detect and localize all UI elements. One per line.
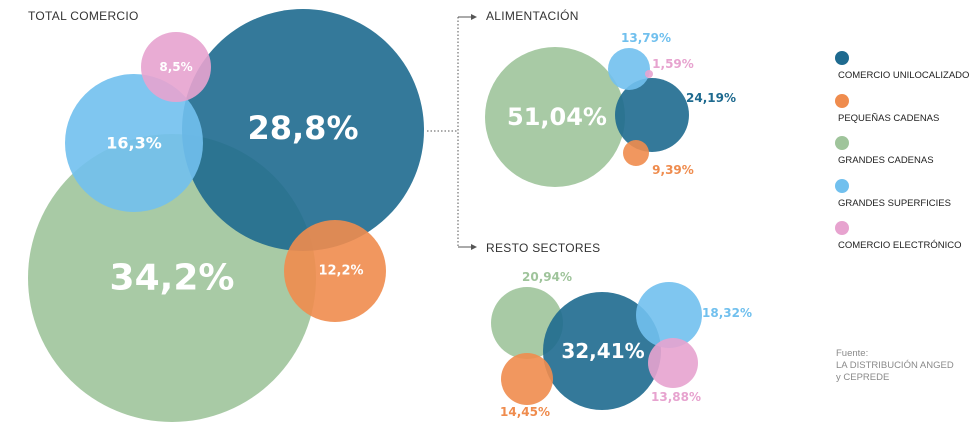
legend-label-grandes-cadenas: GRANDES CADENAS — [838, 155, 934, 166]
bubble-label-pequenas-cadenas: 9,39% — [652, 163, 694, 177]
bubble-comercio-electronico — [648, 338, 698, 388]
legend-swatch-pequenas-cadenas — [835, 94, 849, 108]
legend-label-comercio-electronico: COMERCIO ELECTRÓNICO — [838, 240, 962, 251]
bubble-grandes-cadenas — [485, 47, 625, 187]
connector-bracket — [427, 14, 477, 250]
bubble-pequenas-cadenas — [501, 353, 553, 405]
bubble-comercio-unilocalizado — [543, 292, 661, 410]
bubble-label-comercio-electronico: 1,59% — [652, 57, 694, 71]
bubble-label-grandes-superficies: 18,32% — [702, 306, 752, 320]
legend-label-comercio-unilocalizado: COMERCIO UNILOCALIZADO — [838, 70, 969, 81]
bubble-comercio-unilocalizado — [182, 9, 424, 251]
bubble-comercio-electronico — [645, 70, 653, 78]
title-total-comercio: TOTAL COMERCIO — [28, 9, 139, 23]
bubble-grandes-superficies — [608, 48, 650, 90]
bubble-label-grandes-cadenas: 34,2% — [110, 258, 235, 299]
legend-swatch-grandes-superficies — [835, 179, 849, 193]
legend-swatch-comercio-unilocalizado — [835, 51, 849, 65]
bubble-label-comercio-unilocalizado: 32,41% — [561, 339, 644, 363]
bubble-label-pequenas-cadenas: 14,45% — [500, 405, 550, 419]
bubble-comercio-unilocalizado — [615, 78, 689, 152]
bubble-group-total-comercio: 34,2% 28,8% 16,3% 12,2% 8,5% — [28, 9, 424, 422]
title-alimentacion: ALIMENTACIÓN — [486, 8, 579, 23]
bubble-group-resto-sectores: 20,94% 32,41% 18,32% 14,45% 13,88% — [491, 270, 752, 419]
bubble-label-comercio-unilocalizado: 24,19% — [686, 91, 736, 105]
legend-label-grandes-superficies: GRANDES SUPERFICIES — [838, 198, 951, 209]
bubble-pequenas-cadenas — [623, 140, 649, 166]
source-line-2: LA DISTRIBUCIÓN ANGED — [836, 360, 954, 371]
bubble-label-grandes-cadenas: 20,94% — [522, 270, 572, 284]
source-line-3: y CEPREDE — [836, 372, 889, 383]
legend-swatch-comercio-electronico — [835, 221, 849, 235]
bubble-grandes-superficies — [636, 282, 702, 348]
bubble-pequenas-cadenas — [284, 220, 386, 322]
legend: COMERCIO UNILOCALIZADO PEQUEÑAS CADENAS GR… — [835, 51, 969, 251]
bubble-comercio-electronico — [141, 32, 211, 102]
bubble-label-comercio-unilocalizado: 28,8% — [247, 109, 358, 147]
title-resto-sectores: RESTO SECTORES — [486, 241, 600, 255]
bubble-label-grandes-superficies: 13,79% — [621, 31, 671, 45]
legend-label-pequenas-cadenas: PEQUEÑAS CADENAS — [838, 113, 939, 124]
bubble-grandes-superficies — [65, 74, 203, 212]
legend-swatch-grandes-cadenas — [835, 136, 849, 150]
bubble-label-comercio-electronico: 8,5% — [159, 60, 192, 74]
bubble-label-comercio-electronico: 13,88% — [651, 390, 701, 404]
bubble-label-grandes-superficies: 16,3% — [106, 134, 162, 153]
source-line-1: Fuente: — [836, 348, 868, 359]
source-note: Fuente: LA DISTRIBUCIÓN ANGED y CEPREDE — [836, 348, 954, 383]
bubble-group-alimentacion: 51,04% 24,19% 13,79% 9,39% 1,59% — [485, 31, 736, 187]
bubble-label-grandes-cadenas: 51,04% — [507, 103, 607, 131]
bubble-label-pequenas-cadenas: 12,2% — [318, 264, 363, 279]
